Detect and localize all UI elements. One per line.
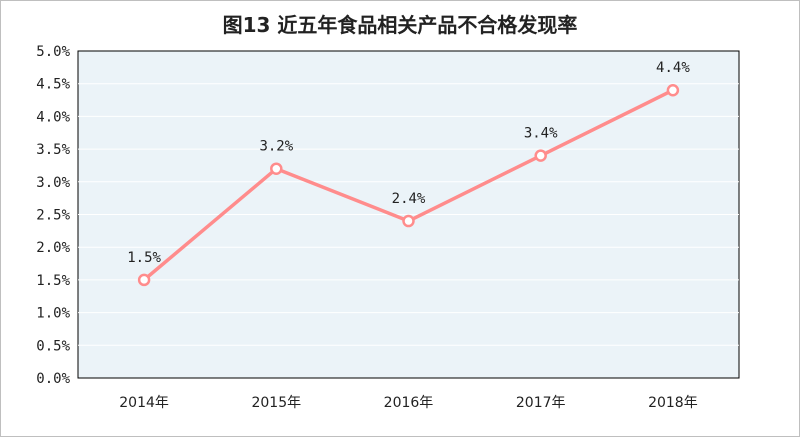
y-tick-label: 3.5% [36, 142, 70, 158]
data-point [666, 83, 680, 97]
x-tick-label: 2017年 [516, 395, 566, 411]
y-tick-label: 1.5% [36, 273, 70, 289]
x-tick-label: 2014年 [119, 395, 169, 411]
data-label: 3.4% [524, 126, 558, 142]
data-label: 4.4% [656, 60, 690, 76]
y-tick-label: 3.0% [36, 175, 70, 191]
y-tick-label: 0.0% [36, 371, 70, 387]
y-tick-label: 1.0% [36, 306, 70, 322]
data-point [137, 273, 151, 287]
chart-title: 图13 近五年食品相关产品不合格发现率 [222, 13, 578, 37]
y-tick-label: 2.5% [36, 208, 70, 224]
data-label: 2.4% [392, 191, 426, 207]
x-tick-label: 2015年 [251, 395, 301, 411]
x-tick-label: 2016年 [384, 395, 434, 411]
y-tick-label: 4.0% [36, 109, 70, 125]
y-tick-label: 5.0% [36, 44, 70, 60]
y-tick-label: 0.5% [36, 338, 70, 354]
data-label: 1.5% [127, 250, 161, 266]
data-point [270, 162, 283, 175]
y-tick-label: 4.5% [36, 77, 70, 93]
x-tick-label: 2018年 [648, 395, 698, 411]
data-point [534, 149, 547, 162]
data-label: 3.2% [259, 139, 293, 155]
y-tick-label: 2.0% [36, 240, 70, 256]
data-point [402, 214, 415, 228]
